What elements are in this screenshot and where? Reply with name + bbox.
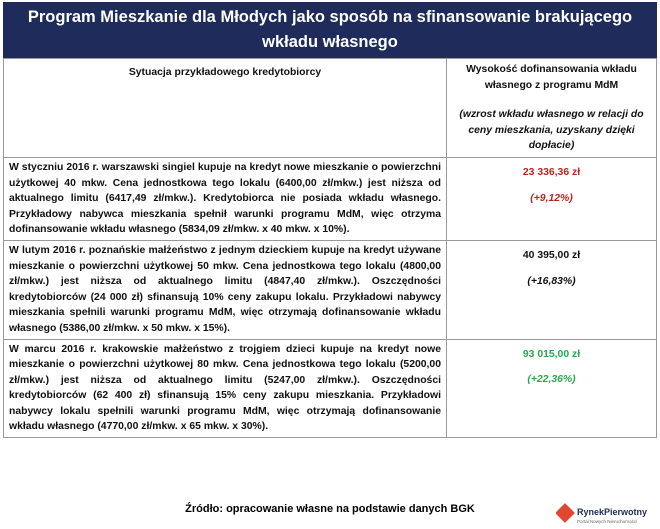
- amount: 93 015,00 zł: [522, 348, 581, 360]
- description-cell: W marcu 2016 r. krakowskie małżeństwo z …: [3, 338, 447, 439]
- logo-icon: [556, 503, 575, 523]
- table-body: W styczniu 2016 r. warszawski singiel ku…: [3, 156, 657, 439]
- title: Program Mieszkanie dla Młodych jako spos…: [3, 2, 657, 58]
- amount-cell: 93 015,00 zł (+22,36%): [446, 338, 657, 439]
- column-title: Wysokość dofinansowania wkładu własnego …: [466, 64, 637, 91]
- amount: 40 395,00 zł: [522, 249, 581, 261]
- logo-subtext: Portal Nowych Nieruchomości: [577, 519, 637, 524]
- table-row: W lutym 2016 r. poznańskie małżeństwo z …: [3, 239, 657, 340]
- table-row: W marcu 2016 r. krakowskie małżeństwo z …: [3, 338, 657, 439]
- source: Źródło: opracowanie własne na podstawie …: [185, 503, 475, 515]
- logo: RynekPierwotny Portal Nowych Nieruchomoś…: [556, 503, 647, 524]
- table-row: W styczniu 2016 r. warszawski singiel ku…: [3, 156, 657, 241]
- amount-cell: 23 336,36 zł (+9,12%): [446, 156, 657, 241]
- column-header: Wysokość dofinansowania wkładu własnego …: [446, 58, 657, 158]
- table: Sytuacja przykładowego kredytobiorcy Wys…: [3, 58, 657, 439]
- logo-text: RynekPierwotny: [577, 507, 647, 517]
- description-cell: W styczniu 2016 r. warszawski singiel ku…: [3, 156, 447, 241]
- percent: (+22,36%): [527, 374, 576, 386]
- description-cell: W lutym 2016 r. poznańskie małżeństwo z …: [3, 239, 447, 340]
- column-header: Sytuacja przykładowego kredytobiorcy: [3, 58, 447, 158]
- percent: (+16,83%): [527, 275, 576, 287]
- percent: (+9,12%): [530, 192, 573, 204]
- amount: 23 336,36 zł: [522, 166, 581, 178]
- amount-cell: 40 395,00 zł (+16,83%): [446, 239, 657, 340]
- header-row: Sytuacja przykładowego kredytobiorcy Wys…: [3, 58, 657, 158]
- column-note: (wzrost wkładu własnego w relacji do cen…: [459, 109, 644, 152]
